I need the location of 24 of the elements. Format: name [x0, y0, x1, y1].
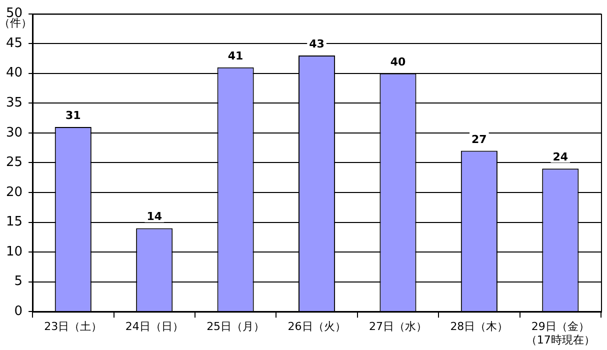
y-tick-label: 5: [14, 274, 23, 290]
y-tick-label: 0: [14, 304, 23, 319]
y-tick-label: 45: [6, 36, 23, 51]
data-label: 31: [65, 108, 81, 122]
x-tick-label: 28日（木）: [450, 320, 508, 334]
data-label: 24: [552, 150, 568, 164]
y-tick-label: 10: [6, 244, 23, 260]
data-label: 14: [146, 210, 162, 224]
y-tick-label: 35: [6, 96, 23, 111]
y-tick-label: 20: [6, 184, 23, 200]
data-label: 40: [390, 55, 406, 68]
x-tick-label: 24日（日）: [125, 320, 184, 334]
y-tick-label: 30: [6, 125, 23, 140]
x-tick-label: 26日（火）: [288, 320, 346, 334]
x-tick-label: 25日（月）: [206, 320, 265, 334]
y-tick-label: 15: [6, 214, 23, 230]
x-tick-label: 27日（水）: [368, 320, 427, 334]
data-label: 43: [309, 37, 324, 50]
y-tick-label: 25: [6, 155, 23, 170]
y-tick-label: 40: [6, 66, 23, 81]
x-tick-label: 29日（金）（17時現在）: [526, 320, 595, 346]
data-label: 27: [472, 132, 487, 146]
x-tick-label: 23日（土）: [44, 320, 102, 334]
data-label: 41: [228, 49, 244, 62]
